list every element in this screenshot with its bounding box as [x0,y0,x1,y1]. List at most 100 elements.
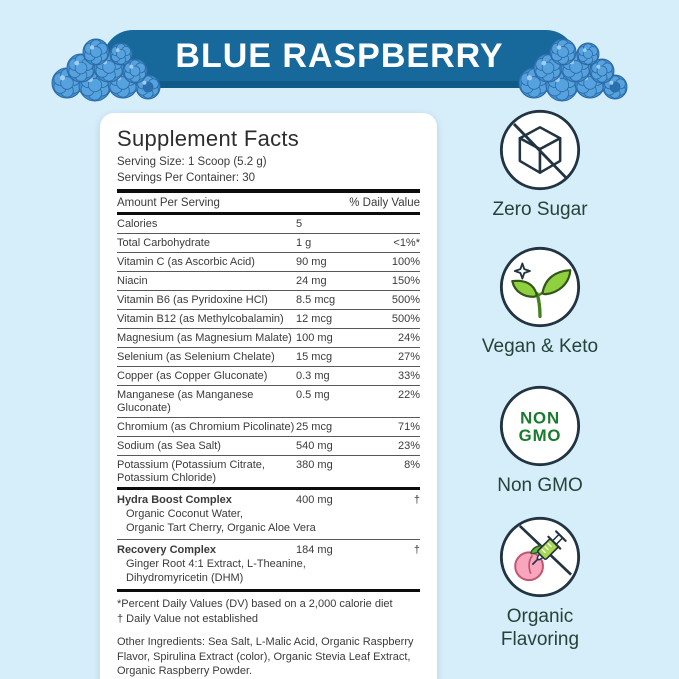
nutrient-name: Niacin [117,274,148,287]
nutrient-dv: 500% [391,312,420,325]
raspberry-cluster-left-icon [51,38,161,102]
badge-label: Non GMO [497,475,583,496]
organic-flavoring-icon [499,516,581,598]
vegan-keto-icon [499,246,581,328]
flavor-title: BLUE RASPBERRY [175,36,504,75]
badge-zero-sugar: Zero Sugar [492,108,588,221]
nutrient-amount: 380 mg [296,458,333,471]
badge-label: Vegan & Keto [481,336,599,357]
nutrient-amount: 90 mg [296,255,327,268]
nutrient-dv: 23% [397,439,420,452]
nutrient-row: Niacin 24 mg 150% [117,272,420,291]
nutrient-amount: 24 mg [296,274,327,287]
nutrient-row: Manganese (as Manganese Gluconate) 0.5 mg… [117,386,420,418]
badge-column: Zero Sugar Vegan & Keto NON GMO Non GMO [455,108,625,651]
divider-thick [117,487,420,490]
complex-block: Hydra Boost Complex 400 mg † Organic Coconu… [117,490,420,540]
nutrient-dv: 100% [391,255,420,268]
complex-section: Hydra Boost Complex 400 mg † Organic Coconu… [117,490,420,589]
nutrient-row: Calories 5 [117,215,420,234]
servings-per-container: Servings Per Container: 30 [117,171,256,184]
badge-label: Zero Sugar [492,199,588,220]
nutrient-amount: 12 mcg [296,312,333,325]
other-ingredients: Other Ingredients: Sea Salt, L-Malic Acid… [117,635,420,679]
non-gmo-icon: NON GMO [499,385,581,467]
nutrient-row: Magnesium (as Magnesium Malate) 100 mg 24% [117,329,420,348]
nutrient-amount: 8.5 mcg [296,293,336,306]
other-ingredients-text: Sea Salt, L-Malic Acid, Organic Raspberr… [117,636,414,677]
divider-thick [117,189,420,193]
badge-non-gmo: NON GMO Non GMO [497,384,583,497]
nutrient-name: Selenium (as Selenium Chelate) [117,350,275,363]
nutrient-row: Potassium (Potassium Citrate, Potassium … [117,456,420,487]
complex-name: Hydra Boost Complex [117,494,232,506]
nutrient-rows: Calories 5 Total Carbohydrate 1 g <1%* Vitami… [117,215,420,487]
nutrient-row: Copper (as Copper Gluconate) 0.3 mg 33% [117,367,420,386]
nutrient-amount: 100 mg [296,331,333,344]
nutrient-row: Vitamin C (as Ascorbic Acid) 90 mg 100% [117,253,420,272]
table-header: Amount Per Serving % Daily Value [117,193,420,212]
nutrient-amount: 25 mcg [296,420,333,433]
nutrient-name: Sodium (as Sea Salt) [117,439,221,452]
complex-block: Recovery Complex 184 mg † Ginger Root 4:1 E… [117,540,420,589]
panel-title: Supplement Facts [117,126,300,151]
complex-name: Recovery Complex [117,544,217,556]
non-gmo-text-line1: NON [520,408,560,427]
footnote-dagger: † Daily Value not established [117,612,259,625]
divider-thick [117,589,420,592]
nutrient-dv: 71% [397,420,420,433]
complex-dv: † [413,494,420,506]
non-gmo-text-line2: GMO [519,426,562,445]
nutrient-name: Copper (as Copper Gluconate) [117,369,268,382]
nutrient-dv: 33% [397,369,420,382]
complex-ingredient-line: Ginger Root 4:1 Extract, L-Theanine, [126,558,306,570]
nutrient-name: Potassium (Potassium Citrate, Potassium … [117,458,265,484]
badge-label: Organic Flavoring [500,606,580,650]
nutrient-dv: 27% [397,350,420,363]
complex-amount: 400 mg [296,494,333,506]
nutrient-row: Total Carbohydrate 1 g <1%* [117,234,420,253]
nutrient-row: Selenium (as Selenium Chelate) 15 mcg 27% [117,348,420,367]
other-ingredients-label: Other Ingredients: [117,636,206,648]
raspberry-cluster-right-icon [518,38,628,102]
nutrient-amount: 1 g [296,236,312,249]
nutrient-amount: 15 mcg [296,350,333,363]
nutrient-dv: 24% [397,331,420,344]
complex-ingredient-line: Organic Coconut Water, [126,508,243,520]
supplement-facts-panel: Supplement Facts Serving Size: 1 Scoop (… [100,113,437,679]
nutrient-name: Total Carbohydrate [117,236,210,249]
nutrient-amount: 0.3 mg [296,369,330,382]
nutrient-dv: 22% [397,388,420,401]
nutrient-row: Vitamin B6 (as Pyridoxine HCl) 8.5 mcg 500… [117,291,420,310]
complex-header: Recovery Complex 184 mg † [117,543,420,558]
nutrient-amount: 0.5 mg [296,388,330,401]
nutrient-row: Sodium (as Sea Salt) 540 mg 23% [117,437,420,456]
nutrient-name: Vitamin C (as Ascorbic Acid) [117,255,255,268]
nutrient-dv: <1%* [393,236,420,249]
nutrient-row: Vitamin B12 (as Methylcobalamin) 12 mcg 50… [117,310,420,329]
header-daily-value: % Daily Value [349,196,420,209]
zero-sugar-icon [499,109,581,191]
complex-header: Hydra Boost Complex 400 mg † [117,493,420,508]
complex-ingredient-line: Organic Tart Cherry, Organic Aloe Vera [126,521,316,534]
flavor-banner: BLUE RASPBERRY [103,30,576,88]
divider-thick [117,212,420,215]
nutrient-dv: 150% [391,274,420,287]
complex-dv: † [413,544,420,556]
footnotes: *Percent Daily Values (DV) based on a 2,… [117,597,420,626]
nutrient-dv: 8% [404,458,420,471]
serving-size: Serving Size: 1 Scoop (5.2 g) [117,156,267,168]
nutrient-amount: 540 mg [296,439,333,452]
nutrient-amount: 5 [296,217,303,230]
nutrient-name: Calories [117,217,158,230]
header-amount-per-serving: Amount Per Serving [117,196,220,209]
badge-vegan-keto: Vegan & Keto [482,245,598,358]
nutrient-dv: 500% [391,293,420,306]
complex-ingredient-line: Dihydromyricetin (DHM) [126,571,244,584]
nutrient-name: Vitamin B12 (as Methylcobalamin) [117,312,284,325]
nutrient-name: Manganese (as Manganese Gluconate) [117,388,254,414]
complex-amount: 184 mg [296,544,333,556]
nutrient-row: Chromium (as Chromium Picolinate) 25 mcg 7… [117,418,420,437]
nutrient-name: Vitamin B6 (as Pyridoxine HCl) [117,293,268,306]
